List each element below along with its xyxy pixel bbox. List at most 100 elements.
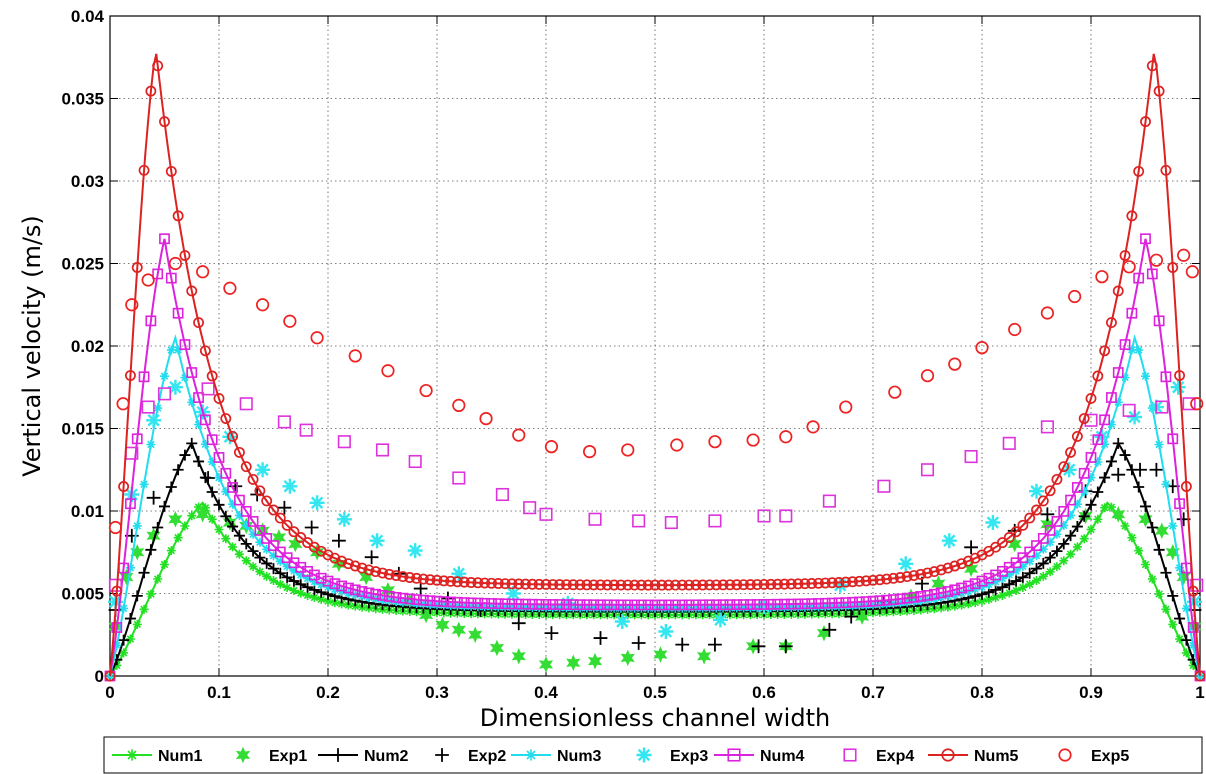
data-point xyxy=(1167,433,1179,445)
data-point xyxy=(207,457,217,467)
data-point xyxy=(1040,420,1054,434)
data-point xyxy=(329,578,341,590)
x-tick-label: 0.5 xyxy=(643,683,667,702)
data-point xyxy=(268,504,279,516)
data-point xyxy=(1188,660,1198,670)
data-point xyxy=(1154,589,1164,599)
legend-swatch-marker xyxy=(727,748,741,762)
data-point xyxy=(656,579,668,591)
data-point xyxy=(649,579,661,591)
data-point xyxy=(683,579,695,591)
data-point xyxy=(1008,322,1022,337)
y-tick-label: 0.03 xyxy=(71,172,104,191)
data-point xyxy=(928,588,940,600)
data-point xyxy=(1170,379,1186,395)
data-point xyxy=(1037,533,1049,544)
data-point xyxy=(111,622,123,633)
data-point xyxy=(595,599,606,611)
data-point xyxy=(248,562,258,572)
data-point xyxy=(233,530,245,542)
data-point xyxy=(1133,462,1147,477)
data-point xyxy=(239,397,253,411)
data-point xyxy=(881,594,893,606)
data-point xyxy=(404,572,416,583)
data-point xyxy=(820,602,830,612)
data-point xyxy=(708,435,722,449)
data-point xyxy=(1188,641,1198,650)
legend-label: Exp2 xyxy=(468,748,506,765)
data-point xyxy=(596,603,605,613)
data-point xyxy=(152,522,164,534)
data-point xyxy=(1175,634,1185,644)
data-point xyxy=(595,579,606,591)
data-point xyxy=(942,562,954,574)
data-point xyxy=(588,512,602,526)
data-point xyxy=(288,526,300,538)
data-point xyxy=(316,580,326,590)
data-point xyxy=(581,599,593,611)
data-point xyxy=(963,586,973,596)
data-point xyxy=(438,575,450,587)
data-point xyxy=(493,602,503,612)
data-point xyxy=(288,575,300,587)
x-tick-label: 0 xyxy=(105,683,114,702)
data-point xyxy=(1071,482,1083,493)
data-point xyxy=(227,482,239,493)
data-point xyxy=(173,345,183,355)
data-point xyxy=(677,603,687,613)
data-point xyxy=(1010,575,1022,587)
legend-item-exp5: Exp5 xyxy=(1058,748,1129,765)
data-point xyxy=(1092,370,1104,382)
data-point xyxy=(1071,430,1083,442)
data-point xyxy=(221,534,231,544)
data-point xyxy=(1086,525,1096,534)
y-tick-label: 0.025 xyxy=(61,255,104,274)
data-point xyxy=(526,598,538,610)
data-point xyxy=(323,582,333,592)
data-point xyxy=(281,519,293,531)
data-point xyxy=(1018,561,1028,571)
data-point xyxy=(1146,60,1158,72)
data-point xyxy=(424,595,436,607)
data-point xyxy=(608,599,620,611)
data-point xyxy=(888,594,899,605)
legend-item-num3: Num3 xyxy=(511,748,602,765)
legend-label: Exp4 xyxy=(876,748,914,765)
data-point xyxy=(1168,619,1178,629)
data-point xyxy=(131,433,143,445)
data-point xyxy=(165,272,177,284)
data-point xyxy=(949,584,961,596)
data-point xyxy=(778,578,790,590)
data-point xyxy=(1141,560,1150,569)
data-point xyxy=(1174,613,1186,625)
data-point xyxy=(888,385,902,399)
data-point xyxy=(152,268,164,280)
data-point xyxy=(309,593,319,602)
data-point xyxy=(1126,307,1138,319)
data-point xyxy=(193,455,205,467)
data-point xyxy=(167,379,183,395)
data-point xyxy=(435,616,450,634)
data-point xyxy=(268,540,279,551)
data-point xyxy=(1105,455,1117,467)
data-point xyxy=(738,599,749,611)
data-point xyxy=(636,603,646,613)
data-point xyxy=(772,578,784,590)
data-point xyxy=(915,568,927,580)
data-point xyxy=(112,641,122,650)
data-point xyxy=(228,542,238,552)
data-point xyxy=(732,603,742,613)
data-point xyxy=(799,578,811,590)
data-point xyxy=(887,572,899,584)
data-point xyxy=(1032,576,1041,585)
data-point xyxy=(1134,546,1144,556)
data-point xyxy=(186,437,198,449)
data-point xyxy=(991,593,1001,602)
data-point xyxy=(1045,537,1055,547)
data-point xyxy=(957,600,967,610)
series-exp5 xyxy=(108,248,1204,535)
data-point xyxy=(125,298,139,312)
x-axis-title: Dimensionless channel width xyxy=(480,704,830,732)
data-point xyxy=(363,564,375,576)
